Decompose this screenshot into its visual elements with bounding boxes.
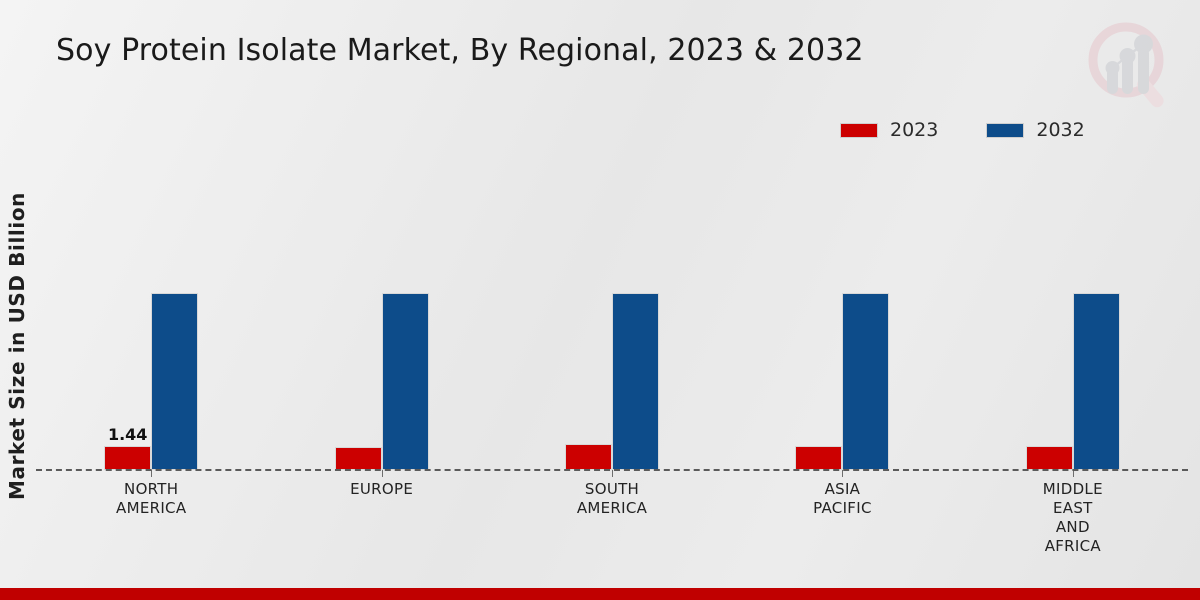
x-label-line: MIDDLE: [1042, 480, 1103, 498]
bar-2032-south-america[interactable]: [612, 293, 660, 470]
legend-item-2032[interactable]: 2032: [986, 119, 1085, 141]
x-tick-north-america: [151, 470, 153, 477]
bar-value-2023-north-america: 1.44: [107, 425, 148, 444]
x-label-line: NORTH: [124, 480, 179, 498]
x-tick-south-america: [612, 470, 614, 477]
bar-2023-europe[interactable]: [334, 447, 382, 470]
bar-group-europe: [266, 170, 496, 477]
bar-group-asia-pacific: [727, 170, 957, 477]
legend-item-2023[interactable]: 2023: [840, 119, 938, 141]
x-label-line: EUROPE: [350, 480, 414, 498]
bar-groups: 1.44: [36, 170, 1188, 477]
x-label-line: AMERICA: [116, 499, 187, 517]
bar-2032-asia-pacific[interactable]: [842, 293, 890, 470]
bar-chart-icon: [1105, 34, 1153, 94]
x-label-asia-pacific: ASIA PACIFIC: [727, 480, 957, 556]
x-axis-baseline: [36, 469, 1188, 471]
x-label-line: SOUTH: [584, 480, 640, 498]
x-tick-europe: [381, 470, 383, 477]
bar-2032-north-america[interactable]: [151, 293, 199, 470]
legend-swatch-2032: [986, 122, 1025, 138]
bar-group-south-america: [497, 170, 727, 477]
x-label-line: AMERICA: [576, 499, 648, 517]
bar-2032-europe[interactable]: [381, 293, 429, 470]
x-label-line: PACIFIC: [813, 499, 872, 517]
footer-accent-strip: [0, 588, 1200, 600]
legend-swatch-2023: [840, 122, 878, 138]
x-label-middle-east-and-africa: MIDDLE EAST AND AFRICA: [958, 480, 1188, 556]
x-label-south-america: SOUTH AMERICA: [497, 480, 727, 556]
x-label-line: AND: [1055, 518, 1090, 536]
chart-title: Soy Protein Isolate Market, By Regional,…: [56, 33, 864, 68]
x-label-line: ASIA: [824, 480, 861, 498]
brand-watermark-logo: [1074, 14, 1182, 118]
bar-2032-middle-east-and-africa[interactable]: [1072, 293, 1120, 470]
x-tick-asia-pacific: [842, 470, 844, 477]
x-tick-middle-east-and-africa: [1072, 470, 1074, 477]
bar-2023-south-america[interactable]: [565, 444, 613, 470]
y-axis-title-text: Market Size in USD Billion: [5, 191, 29, 501]
legend-label-2032: 2032: [1036, 119, 1085, 141]
x-label-line: EAST: [1053, 499, 1093, 517]
bar-group-middle-east-and-africa: [958, 170, 1188, 477]
x-label-line: AFRICA: [1044, 537, 1101, 555]
x-label-europe: EUROPE: [266, 480, 496, 556]
legend-label-2023: 2023: [890, 119, 939, 141]
x-label-north-america: NORTH AMERICA: [36, 480, 266, 556]
bar-2023-north-america[interactable]: 1.44: [104, 425, 152, 470]
bar-2023-middle-east-and-africa[interactable]: [1025, 446, 1073, 470]
x-axis-category-labels: NORTH AMERICA EUROPE SOUTH AMERICA ASIA …: [36, 480, 1188, 556]
bar-2023-asia-pacific[interactable]: [795, 446, 843, 470]
chart-legend: 2023 2032: [840, 119, 1085, 141]
y-axis-title: Market Size in USD Billion: [0, 186, 34, 506]
bar-group-north-america: 1.44: [36, 170, 266, 477]
